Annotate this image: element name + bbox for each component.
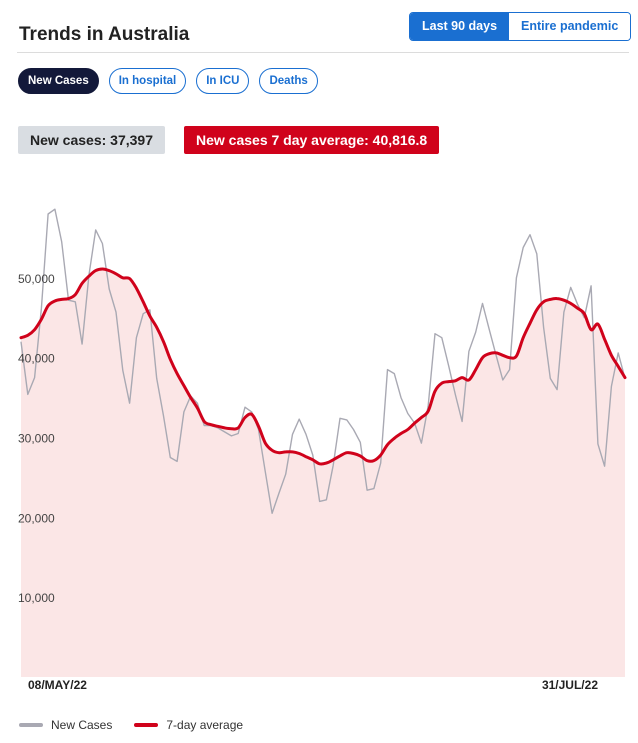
series-new-cases-line <box>20 208 626 514</box>
range-toggle: Last 90 days Entire pandemic <box>409 12 632 41</box>
x-tick-label-start: 08/MAY/22 <box>28 678 87 692</box>
metric-tabs: New Cases In hospital In ICU Deaths <box>18 68 318 94</box>
legend-average: 7-day average <box>134 718 243 732</box>
tab-in-icu[interactable]: In ICU <box>196 68 250 94</box>
series-average-line <box>19 267 627 466</box>
entire-pandemic-button[interactable]: Entire pandemic <box>509 13 631 40</box>
y-tick-label: 50,000 <box>18 272 55 286</box>
cases-chart: 10,000 20,000 30,000 40,000 50,000 08/MAY/22 3… <box>18 208 627 692</box>
x-tick-label-end: 31/JUL/22 <box>542 678 598 692</box>
y-tick-label: 40,000 <box>18 352 55 366</box>
header-divider <box>17 52 629 53</box>
y-tick-label: 10,000 <box>18 591 55 605</box>
average-badge: New cases 7 day average: 40,816.8 <box>184 126 440 154</box>
tab-deaths[interactable]: Deaths <box>259 68 318 94</box>
page-title: Trends in Australia <box>19 24 190 45</box>
tab-in-hospital[interactable]: In hospital <box>108 68 187 94</box>
chart-legend: New Cases 7-day average <box>19 718 265 732</box>
last-90-days-button[interactable]: Last 90 days <box>410 13 510 40</box>
tab-new-cases[interactable]: New Cases <box>18 68 99 94</box>
legend-new-cases: New Cases <box>19 718 112 732</box>
legend-new-cases-label: New Cases <box>51 718 113 732</box>
average-area <box>21 269 625 677</box>
y-tick-label: 30,000 <box>18 432 55 446</box>
legend-new-cases-swatch <box>19 723 43 727</box>
legend-average-label: 7-day average <box>166 718 244 732</box>
y-tick-label: 20,000 <box>18 511 55 525</box>
legend-average-swatch <box>134 723 159 727</box>
new-cases-badge: New cases: 37,397 <box>18 126 165 154</box>
